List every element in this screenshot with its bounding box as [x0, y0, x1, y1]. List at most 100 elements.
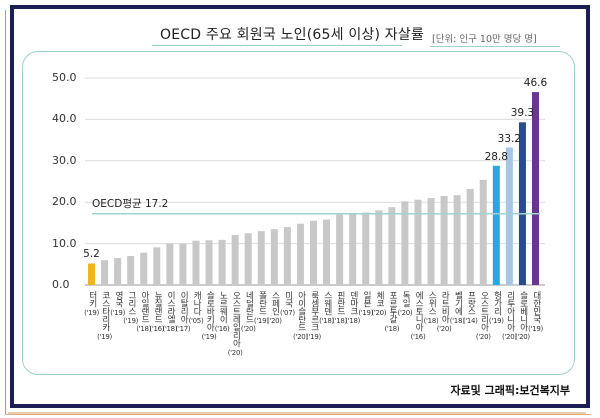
country-name: 핀란드	[335, 291, 346, 315]
data-year: ('19)	[97, 333, 112, 341]
data-year: ('20)	[240, 325, 256, 333]
x-tick-label: 네덜란드 ('20)	[240, 291, 256, 335]
country-name: 오스트레일리아	[230, 291, 241, 347]
data-year: ('18)	[384, 325, 400, 333]
oecd-average-label: OECD평균 17.2	[92, 198, 169, 210]
country-name: 터키	[87, 291, 98, 307]
x-tick-label: 덴마크 ('18)	[345, 291, 361, 327]
bar	[323, 219, 331, 285]
bar	[218, 239, 226, 285]
country-name: 아일랜드	[139, 291, 150, 323]
x-tick-label: 코스타리카 ('19)	[97, 291, 112, 343]
country-name: 덴마크	[348, 291, 359, 315]
bar	[505, 147, 513, 285]
bar	[479, 179, 487, 285]
country-name: 코스타리카	[100, 291, 111, 331]
x-tick-label: 영국 ('19)	[110, 291, 126, 319]
bar	[179, 243, 187, 285]
country-name: 스페인	[270, 291, 281, 315]
bar	[532, 92, 539, 286]
bar	[388, 207, 396, 285]
data-year: ('18)	[423, 317, 439, 325]
data-year: ('20)	[293, 333, 308, 341]
bar	[205, 240, 213, 285]
bottom-accent-line	[8, 412, 586, 414]
data-label: 5.2	[83, 248, 100, 261]
bar	[231, 234, 239, 285]
y-tick-label: 40.0	[52, 112, 77, 126]
country-name: 폴란드	[257, 291, 267, 315]
bar	[166, 243, 174, 285]
unit-underline	[430, 46, 560, 47]
country-name: 프랑스	[465, 291, 476, 315]
data-year: ('19)	[488, 317, 504, 325]
country-name: 룩셈부르크	[309, 291, 320, 331]
x-tick-label: 슬로바키아 ('19)	[201, 291, 217, 343]
x-tick-label: 뉴질랜드 ('16)	[149, 291, 165, 335]
bar	[401, 201, 409, 285]
data-year: ('14)	[462, 317, 478, 325]
x-tick-label: 룩셈부르크 ('19)	[306, 291, 321, 343]
data-label: 46.6	[523, 77, 548, 90]
data-year: ('18)	[345, 317, 361, 325]
data-label: 33.2	[497, 132, 522, 145]
data-label: 39.3	[510, 107, 535, 120]
bar	[140, 252, 148, 285]
x-tick-label: 체코 ('20)	[371, 291, 386, 319]
bar	[336, 214, 344, 285]
country-name: 오스트리아	[479, 291, 489, 331]
bar	[270, 229, 278, 285]
country-name: 아이슬란드	[296, 291, 307, 331]
bar	[153, 247, 161, 285]
country-name: 독일	[400, 291, 411, 307]
outer-frame-accent	[5, 10, 591, 415]
data-year: ('20)	[501, 333, 517, 341]
bar	[414, 199, 422, 285]
x-tick-label: 이탈리아 ('17)	[176, 291, 191, 335]
x-tick-label: 캐나다 ('05)	[188, 291, 204, 327]
bar	[375, 210, 383, 285]
data-year: ('19)	[306, 333, 321, 341]
x-tick-label: 노르웨이 ('16)	[215, 291, 230, 335]
data-year: ('20)	[227, 349, 243, 357]
country-name: 이스라엘	[165, 291, 176, 323]
data-year: ('18)	[449, 317, 465, 325]
x-tick-label: 그리스 ('19)	[123, 291, 138, 327]
country-name: 노르웨이	[217, 291, 228, 323]
data-year: ('19)	[84, 309, 99, 317]
country-name: 체코	[374, 291, 385, 307]
bar	[192, 240, 200, 285]
x-tick-label: 라트비아 ('20)	[437, 291, 452, 335]
bar	[492, 165, 500, 285]
country-name: 미국	[283, 291, 294, 307]
bar	[518, 122, 526, 285]
bar	[296, 223, 304, 285]
x-tick-label: 프랑스 ('14)	[462, 291, 478, 327]
country-name: 이탈리아	[178, 291, 189, 323]
data-year: ('16)	[410, 333, 426, 341]
y-tick-label: 50.0	[52, 71, 77, 84]
data-year: ('20)	[475, 333, 491, 341]
chart-title: OECD 주요 회원국 노인(65세 이상) 자살률	[160, 27, 425, 43]
data-year: ('19)	[201, 333, 217, 341]
data-year: ('16)	[149, 325, 165, 333]
x-tick-label: 에스토니아 ('16)	[410, 291, 426, 343]
bar	[466, 188, 474, 285]
country-name: 슬로바키아	[204, 291, 215, 331]
bar	[88, 263, 95, 285]
data-year: ('05)	[188, 317, 204, 325]
data-year: ('19)	[110, 309, 126, 317]
country-name: 벨기에	[452, 291, 463, 315]
bar	[127, 256, 135, 285]
bar	[427, 198, 435, 285]
x-tick-label: 포르투갈 ('18)	[384, 291, 400, 335]
data-year: ('20)	[397, 309, 413, 317]
country-name: 스위스	[426, 291, 437, 315]
x-tick-label: 스웨덴 ('18)	[319, 291, 334, 327]
bar	[349, 212, 357, 285]
country-name: 대한민국	[531, 291, 542, 323]
country-name: 캐나다	[191, 291, 202, 315]
x-tick-label: 헝가리 ('19)	[488, 291, 504, 327]
x-tick-label: 미국 ('07)	[280, 291, 295, 319]
